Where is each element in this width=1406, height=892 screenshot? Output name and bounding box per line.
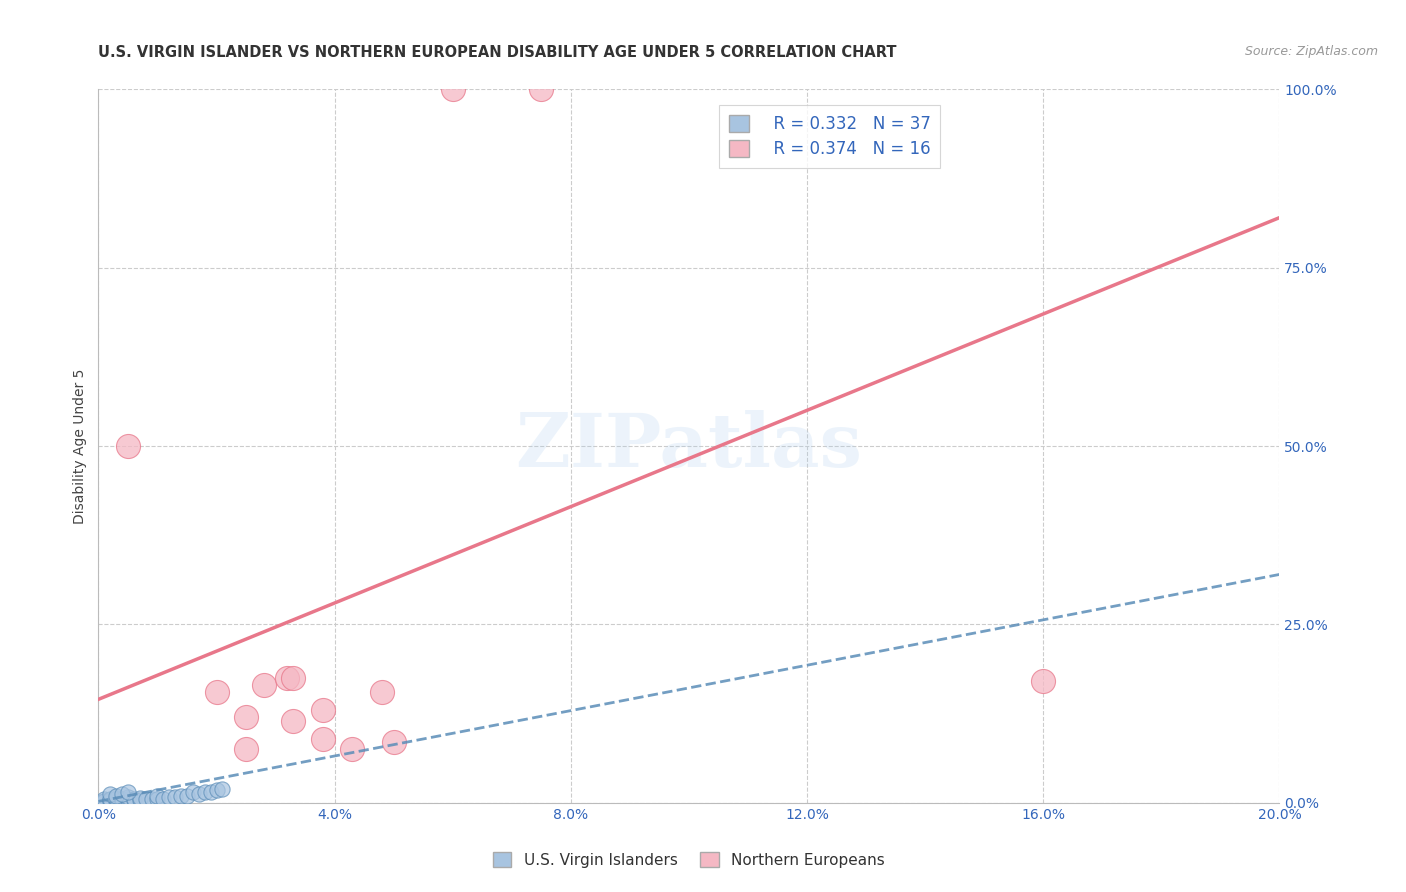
Point [105,792,128,806]
Point [117,790,139,805]
Point [117,439,139,453]
Point [152,791,174,805]
Point [253,678,276,692]
Y-axis label: Disability Age Under 5: Disability Age Under 5 [73,368,87,524]
Point [122,791,145,805]
Point [235,742,257,756]
Point [141,792,163,806]
Point [128,790,150,805]
Point [117,785,139,799]
Point [205,783,228,797]
Point [205,685,228,699]
Point [211,781,233,796]
Point [235,710,257,724]
Point [146,789,169,803]
Legend: U.S. Virgin Islanders, Northern Europeans: U.S. Virgin Islanders, Northern European… [486,846,891,873]
Point [105,789,128,803]
Point [105,794,128,808]
Point [194,785,217,799]
Point [98,793,121,807]
Point [181,785,204,799]
Point [200,785,222,799]
Point [111,794,134,808]
Point [117,792,139,806]
Point [98,787,121,801]
Point [283,714,305,728]
Text: ZIPatlas: ZIPatlas [516,409,862,483]
Point [93,792,115,806]
Point [98,794,121,808]
Point [441,82,464,96]
Text: Source: ZipAtlas.com: Source: ZipAtlas.com [1244,45,1378,58]
Point [283,671,305,685]
Point [342,742,364,756]
Point [111,792,134,806]
Point [187,787,209,801]
Point [157,790,180,805]
Point [176,789,198,803]
Point [93,794,115,808]
Point [530,82,553,96]
Point [98,792,121,806]
Point [371,685,394,699]
Point [135,792,157,806]
Point [312,703,335,717]
Point [111,787,134,801]
Point [117,794,139,808]
Point [146,792,169,806]
Point [1032,674,1054,689]
Point [165,790,187,805]
Point [312,731,335,746]
Point [105,790,128,805]
Text: U.S. VIRGIN ISLANDER VS NORTHERN EUROPEAN DISABILITY AGE UNDER 5 CORRELATION CHA: U.S. VIRGIN ISLANDER VS NORTHERN EUROPEA… [98,45,897,60]
Point [122,793,145,807]
Point [93,794,115,808]
Point [128,793,150,807]
Point [382,735,405,749]
Point [170,789,193,803]
Point [276,671,298,685]
